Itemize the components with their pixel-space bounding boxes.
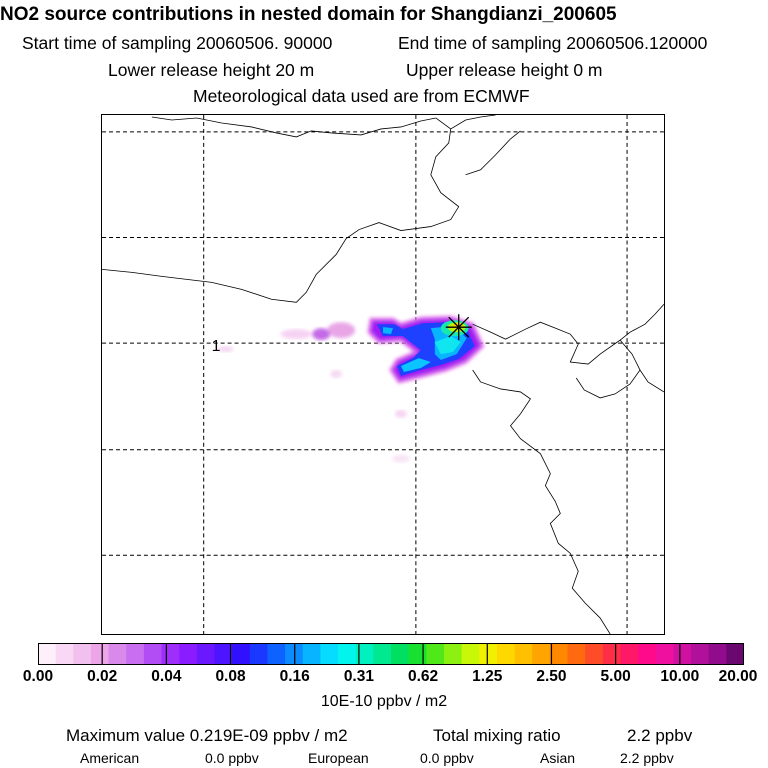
colorbar-tick-label: 0.62 [407, 668, 439, 685]
colorbar-cell [108, 643, 127, 665]
colorbar-cell [585, 643, 604, 665]
american-value: 0.0 ppbv [205, 750, 259, 766]
colorbar-cell [638, 643, 657, 665]
colorbar-cell [514, 643, 533, 665]
start-time: Start time of sampling 20060506. 90000 [22, 33, 333, 53]
colorbar-cell [355, 643, 374, 665]
asian-label: Asian [540, 750, 576, 766]
colorbar-cell [38, 643, 57, 665]
colorbar-cell [426, 643, 445, 665]
colorbar-cell [161, 643, 180, 665]
colorbar-cell [391, 643, 410, 665]
european-label: European [308, 750, 369, 766]
colorbar-cell [461, 643, 480, 665]
colorbar-cell [496, 643, 516, 665]
colorbar-tick-label: 10.00 [660, 668, 700, 685]
colorbar-cell [549, 643, 569, 665]
colorbar-tick-label: 0.16 [279, 668, 310, 685]
colorbar-tick-label: 2.50 [536, 668, 567, 685]
colorbar-cell [532, 643, 551, 665]
colorbar-cell [214, 643, 233, 665]
colorbar-tick-label: 0.02 [87, 668, 118, 685]
colorbar-tick-label: 5.00 [600, 668, 631, 685]
map-outlines [102, 115, 664, 634]
chart-title: NO2 source contributions in nested domai… [0, 4, 617, 25]
colorbar-cell [302, 643, 321, 665]
colorbar-cell [602, 643, 622, 665]
colorbar-cell [338, 643, 357, 665]
grid-lines [102, 115, 664, 634]
american-label: American [80, 750, 140, 766]
colorbar-tick-label: 0.00 [22, 668, 54, 685]
colorbar-cell [708, 643, 727, 665]
map-panel: 1 [101, 114, 665, 635]
total-mixing-label: Total mixing ratio [433, 726, 561, 745]
colorbar [38, 643, 744, 665]
grid-label: 1 [212, 338, 221, 355]
colorbar-cell [55, 643, 74, 665]
max-value: Maximum value 0.219E-09 ppbv / m2 [66, 726, 348, 745]
colorbar-cell [126, 643, 145, 665]
colorbar-cell [443, 643, 463, 665]
end-time: End time of sampling 20060506.120000 [398, 33, 708, 53]
met-data-note: Meteorological data used are from ECMWF [193, 86, 530, 106]
colorbar-cell [408, 643, 427, 665]
colorbar-cell [179, 643, 198, 665]
colorbar-tick-label: 1.25 [472, 668, 503, 685]
colorbar-tick-label: 20.00 [718, 668, 758, 685]
asian-value: 2.2 ppbv [620, 750, 674, 766]
colorbar-tick-label: 0.08 [215, 668, 246, 685]
star-icon [445, 314, 472, 341]
colorbar-cell [249, 643, 269, 665]
colorbar-cell [620, 643, 639, 665]
colorbar-cell [196, 643, 216, 665]
colorbar-cell [267, 643, 286, 665]
colorbar-cell [479, 643, 498, 665]
colorbar-cell [373, 643, 392, 665]
colorbar-tick-label: 0.04 [151, 668, 182, 685]
colorbar-cell [320, 643, 339, 665]
colorbar-cell [726, 643, 744, 665]
colorbar-cell [143, 643, 163, 665]
colorbar-cell [567, 643, 586, 665]
colorbar-cell [232, 643, 251, 665]
lower-release-height: Lower release height 20 m [108, 60, 315, 80]
total-mixing-value: 2.2 ppbv [627, 726, 693, 745]
colorbar-cell [655, 643, 674, 665]
colorbar-cell [90, 643, 110, 665]
colorbar-cell [691, 643, 710, 665]
european-value: 0.0 ppbv [420, 750, 474, 766]
colorbar-tick-label: 0.31 [343, 668, 374, 685]
concentration-plume [217, 315, 485, 463]
colorbar-unit: 10E-10 ppbv / m2 [320, 693, 448, 710]
colorbar-cell [673, 643, 692, 665]
upper-release-height: Upper release height 0 m [406, 60, 603, 80]
colorbar-cell [73, 643, 92, 665]
